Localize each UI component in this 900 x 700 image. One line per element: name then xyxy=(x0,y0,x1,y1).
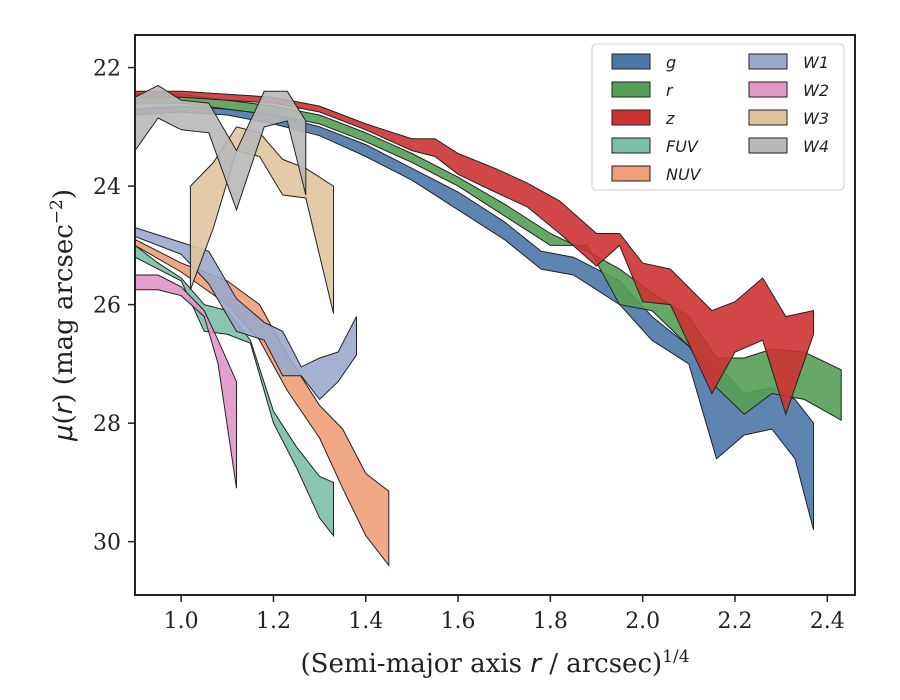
y-tick-label: 26 xyxy=(93,294,121,319)
y-tick-label: 22 xyxy=(93,57,121,82)
x-tick-label: 2.0 xyxy=(625,609,660,634)
x-tick-label: 1.8 xyxy=(533,609,568,634)
plot-area xyxy=(135,84,842,567)
x-tick-label: 2.4 xyxy=(810,609,845,634)
x-tick-label: 2.2 xyxy=(718,609,753,634)
legend-label-w2: W2 xyxy=(803,81,829,100)
band-w1 xyxy=(135,227,357,401)
legend-label-g: g xyxy=(666,53,676,72)
y-tick-label: 30 xyxy=(93,531,121,556)
plot-frame xyxy=(134,34,856,596)
legend-label-w1: W1 xyxy=(803,53,829,72)
legend-swatch-fuv xyxy=(611,137,651,154)
legend-label-nuv: NUV xyxy=(666,165,702,184)
legend-swatch-nuv xyxy=(611,165,651,182)
x-tick-label: 1.2 xyxy=(256,609,291,634)
band-g xyxy=(135,105,814,530)
x-axis: 1.0 1.2 1.4 1.6 1.8 2.0 2.2 2.4 xyxy=(164,595,845,634)
legend-swatch-z xyxy=(611,109,651,126)
y-tick-label: 24 xyxy=(93,175,121,200)
x-axis-title: (Semi-major axis r / arcsec)1/4 xyxy=(300,647,689,679)
band-w4 xyxy=(135,84,307,212)
legend-label-r: r xyxy=(666,81,674,100)
band-r xyxy=(135,93,842,422)
legend-swatch-w4 xyxy=(748,137,788,154)
legend-swatch-r xyxy=(611,81,651,98)
y-tick-label: 28 xyxy=(93,412,121,437)
y-axis-title: μ(r) (mag arcsec−2) xyxy=(47,189,79,442)
legend-swatch-w3 xyxy=(748,109,788,126)
x-tick-label: 1.4 xyxy=(348,609,383,634)
legend-swatch-g xyxy=(611,53,651,70)
legend-swatch-w1 xyxy=(748,53,788,70)
band-w2 xyxy=(135,274,237,489)
legend-label-w4: W4 xyxy=(803,137,829,156)
legend-label-z: z xyxy=(665,109,675,128)
x-tick-label: 1.0 xyxy=(164,609,199,634)
legend-label-fuv: FUV xyxy=(666,137,699,156)
band-z xyxy=(135,90,814,416)
legend: grz FUV NUV W1 W2 W3 W4 xyxy=(591,43,845,191)
legend-swatch-w2 xyxy=(748,81,788,98)
legend-label-w3: W3 xyxy=(803,109,829,128)
y-axis: 22 24 26 28 30 xyxy=(93,57,135,556)
x-tick-label: 1.6 xyxy=(441,609,476,634)
